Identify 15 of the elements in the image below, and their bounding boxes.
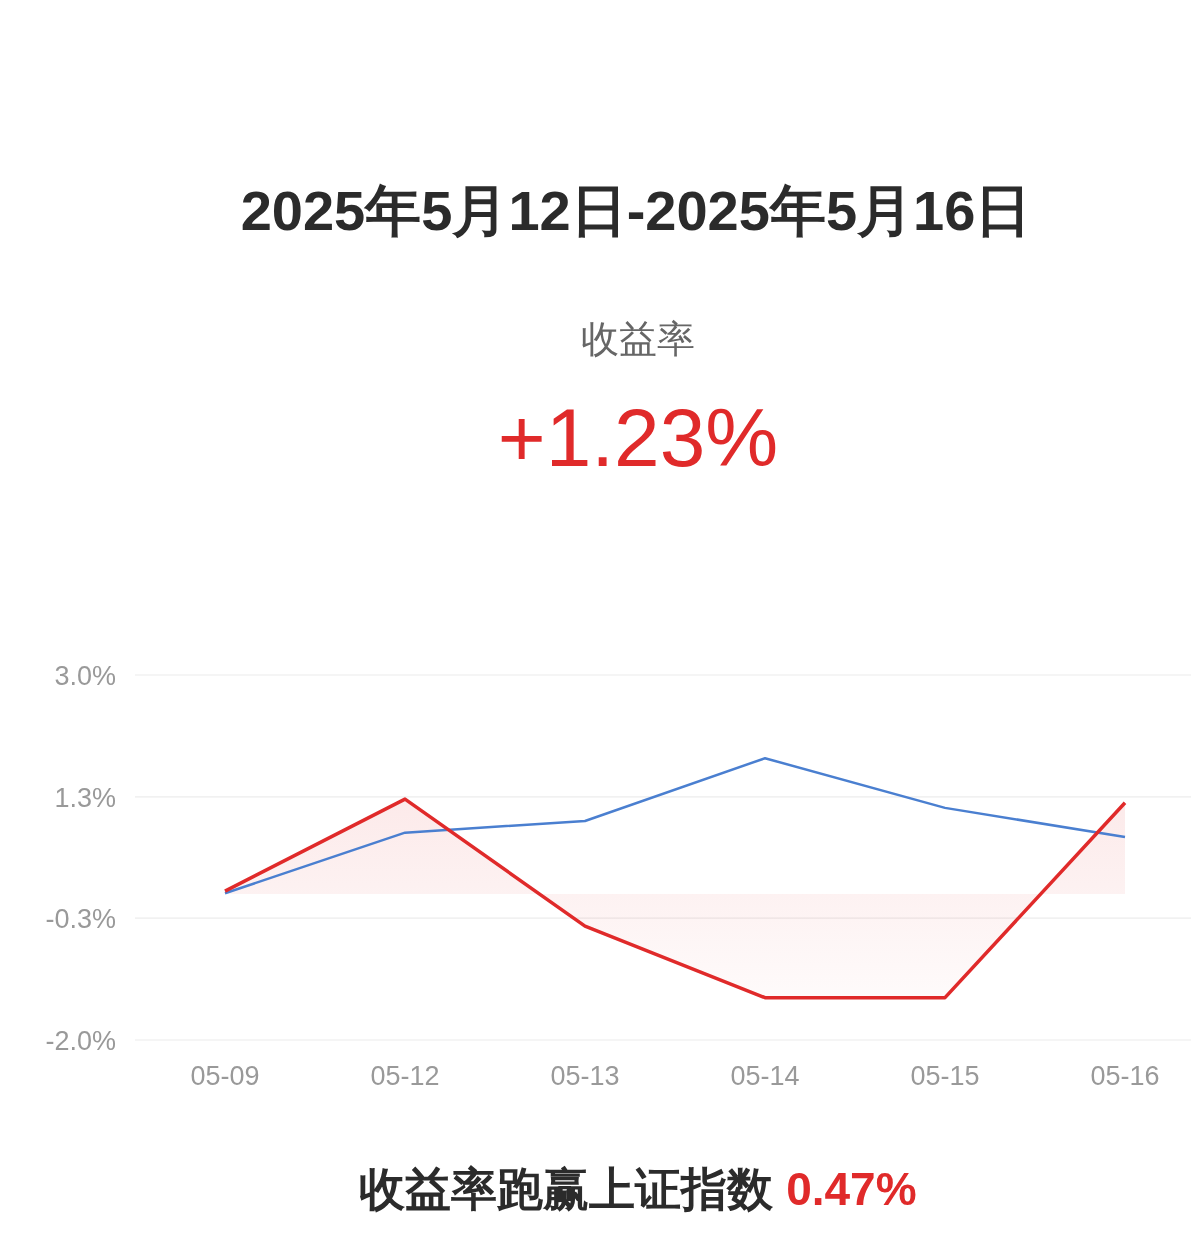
x-tick-label: 05-12 — [370, 1061, 440, 1091]
y-tick-label: 3.0% — [54, 661, 116, 691]
x-tick-label: 05-13 — [550, 1061, 620, 1091]
x-tick-label: 05-09 — [190, 1061, 260, 1091]
text: +1.23% — [497, 392, 779, 483]
x-tick-label: 05-15 — [910, 1061, 980, 1091]
x-tick-label: 05-16 — [1090, 1061, 1160, 1091]
chart-title: 2025年5月12日-2025年5月16日 — [240, 179, 1032, 242]
y-tick-label: -0.3% — [45, 904, 116, 935]
y-tick-label: 1.3% — [54, 782, 116, 813]
chart-subtitle: 收益率 — [581, 318, 695, 360]
text: 收益率跑赢上证指数 — [359, 1163, 775, 1215]
y-tick-label: -2.0% — [45, 1026, 116, 1056]
text: 0.47% — [773, 1163, 917, 1215]
x-tick-label: 05-14 — [730, 1061, 800, 1091]
